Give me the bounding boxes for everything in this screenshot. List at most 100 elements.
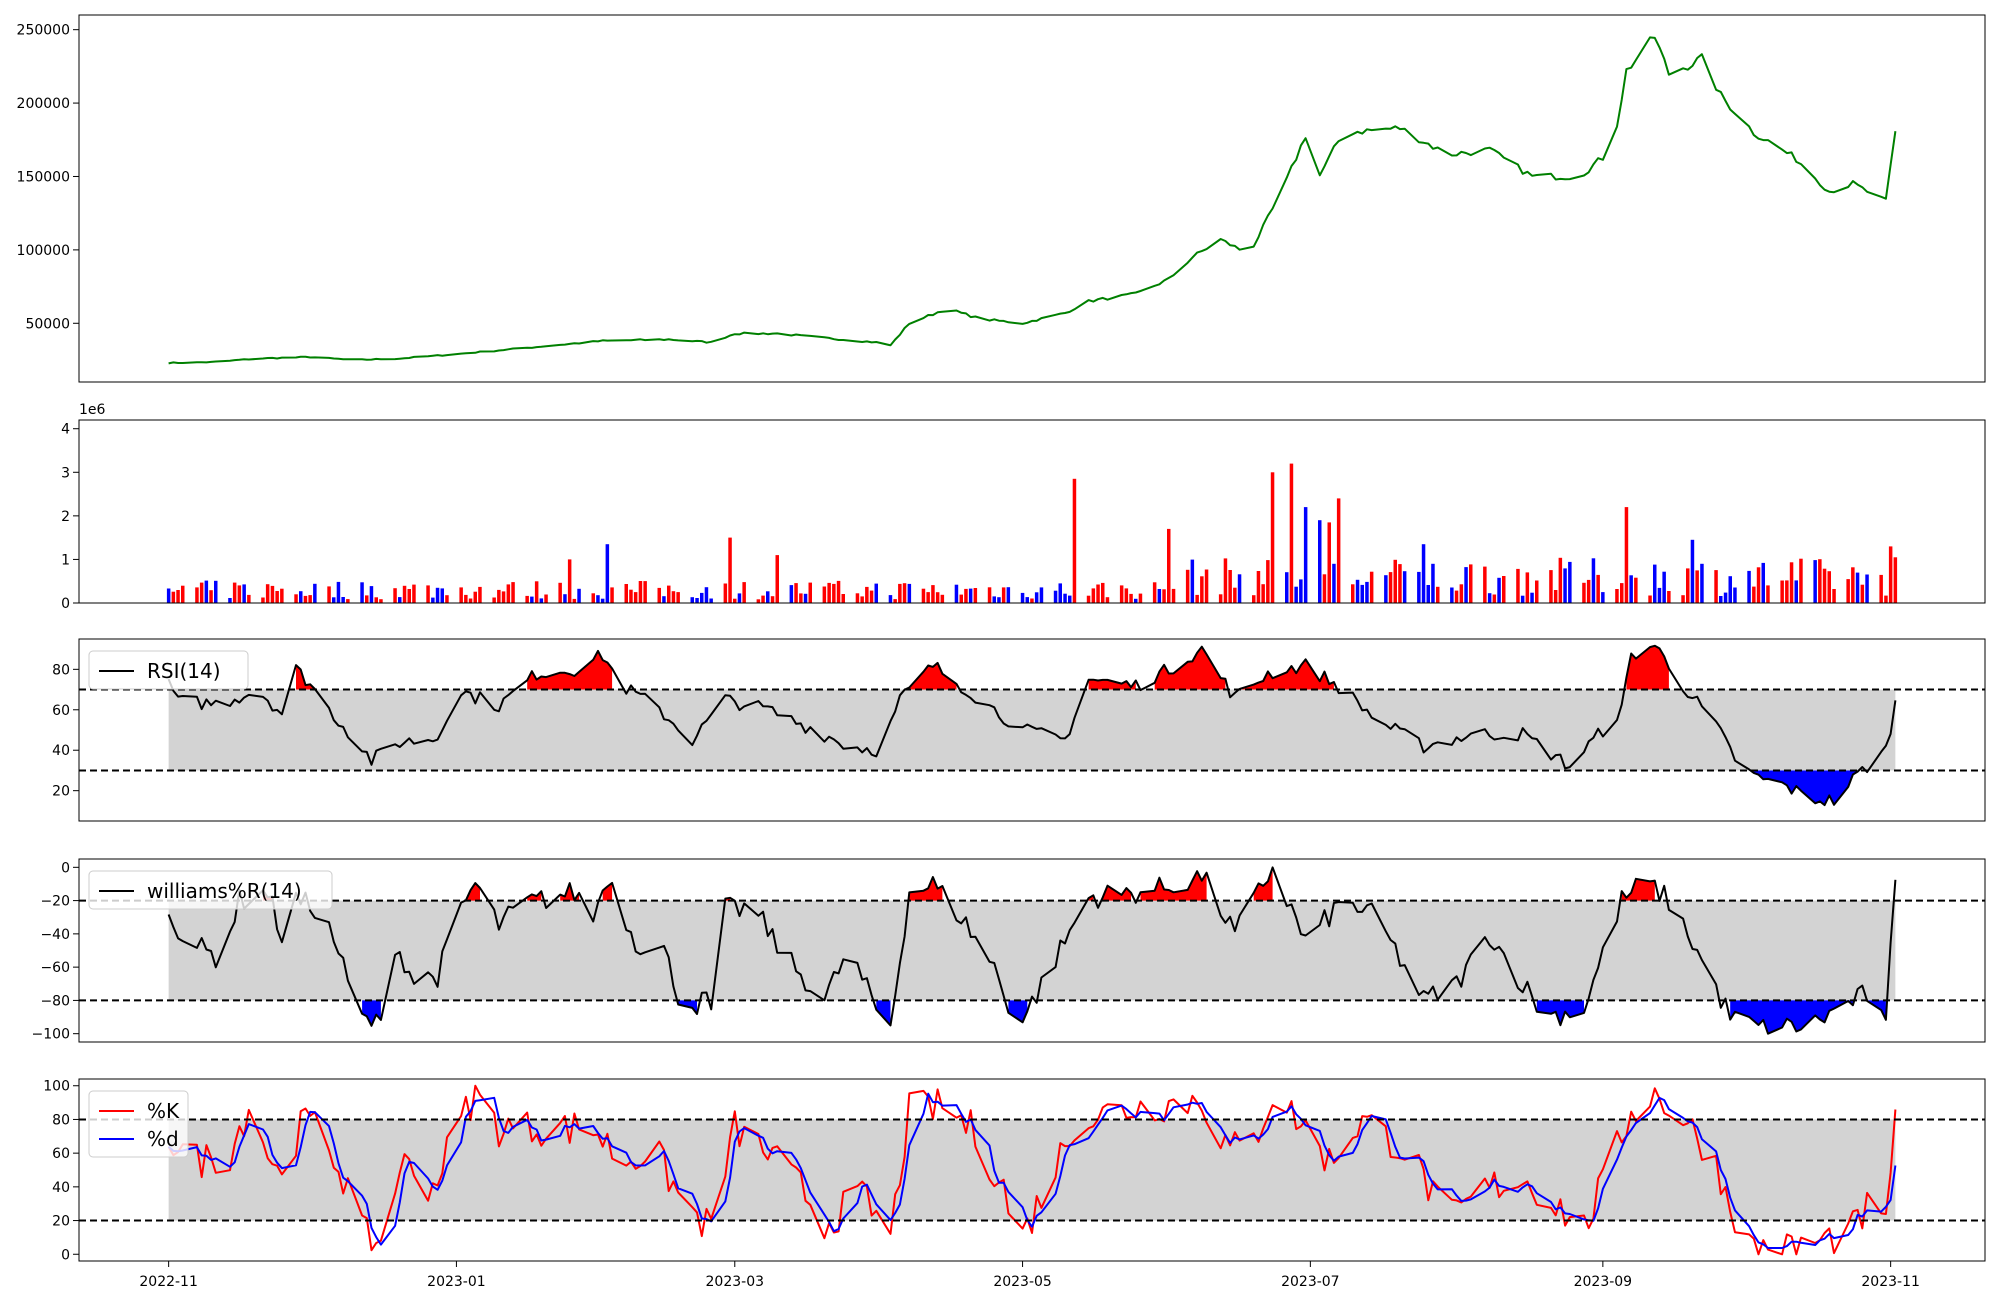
stochastic-ytick-label: 100	[43, 1079, 70, 1095]
stochastic-legend-label: %K	[147, 1099, 180, 1123]
volume-bar	[1879, 574, 1883, 603]
volume-bar	[832, 583, 836, 603]
volume-bar	[662, 596, 666, 603]
volume-bar	[237, 585, 242, 603]
price-axes-frame	[78, 14, 1986, 383]
volume-bar	[1237, 574, 1242, 603]
volume-bar	[959, 594, 963, 603]
volume-bar	[1648, 595, 1652, 603]
volume-bar	[1303, 507, 1308, 603]
volume-bar	[1832, 589, 1836, 603]
volume-bar	[1553, 590, 1558, 603]
volume-bar	[1516, 568, 1520, 603]
volume-bar	[723, 583, 728, 603]
volume-bar	[261, 597, 265, 603]
williams-zone-fill	[876, 1000, 891, 1026]
price-panel: 50000 100000 150000 200000 250000	[17, 14, 1986, 383]
volume-offset-label: 1e6	[79, 402, 106, 418]
volume-bar	[737, 593, 742, 603]
volume-bar	[1063, 593, 1067, 603]
volume-bar	[280, 588, 284, 603]
volume-axes-frame	[78, 419, 1986, 604]
volume-bar	[1884, 595, 1888, 603]
volume-panel: 0 1 2 3 4 1e6	[61, 402, 1986, 612]
williams-ytick-label: 0	[61, 860, 70, 876]
volume-bar	[954, 584, 959, 603]
williams-ytick-label: −40	[40, 927, 70, 943]
volume-bar	[676, 592, 680, 603]
volume-bar	[1402, 571, 1407, 603]
volume-bar	[1039, 587, 1044, 603]
volume-bar	[1124, 588, 1129, 603]
volume-bar	[605, 544, 610, 603]
volume-bar	[822, 586, 827, 603]
volume-bar	[299, 591, 303, 603]
volume-bar	[794, 583, 798, 603]
volume-bar	[365, 595, 369, 603]
volume-bar	[402, 585, 407, 603]
volume-bar	[704, 587, 709, 603]
volume-bar	[728, 537, 732, 603]
rsi-zone-fill	[909, 662, 957, 690]
volume-bar	[1714, 570, 1718, 603]
volume-bar	[865, 586, 869, 603]
volume-bar	[308, 595, 312, 603]
volume-bar	[1492, 594, 1497, 603]
volume-bar	[624, 584, 628, 603]
volume-bar	[1459, 584, 1464, 603]
volume-bar	[1634, 577, 1638, 603]
volume-bar	[789, 585, 794, 603]
volume-bar	[1355, 579, 1360, 603]
volume-bar	[464, 594, 468, 603]
volume-bar	[841, 594, 845, 603]
stochastic-ytick-label: 60	[52, 1146, 70, 1162]
x-tick-label: 2023-11	[1861, 1274, 1920, 1290]
volume-bar	[539, 598, 544, 603]
x-tick-label: 2023-01	[427, 1274, 486, 1290]
volume-bar	[1285, 572, 1289, 603]
volume-bar	[610, 587, 614, 603]
volume-bar	[1818, 559, 1822, 603]
volume-bar	[1483, 566, 1487, 603]
volume-bar	[907, 583, 912, 603]
volume-bar	[1105, 597, 1110, 603]
volume-bar	[1723, 592, 1728, 603]
volume-bar	[497, 589, 501, 603]
stochastic-neutral-band	[168, 1119, 1896, 1221]
price-ytick-label: 200000	[17, 96, 70, 112]
volume-ytick-label: 2	[61, 509, 70, 525]
volume-bar	[1058, 583, 1062, 603]
rsi-ytick-label: 80	[52, 662, 70, 678]
volume-bar	[836, 580, 841, 603]
x-tick-label: 2023-03	[706, 1274, 765, 1290]
volume-bar	[968, 588, 973, 603]
volume-bar	[1384, 575, 1388, 603]
volume-bar	[973, 588, 978, 603]
volume-bar	[1865, 574, 1869, 603]
volume-bar	[671, 591, 676, 603]
williams-legend-label: williams%R(14)	[147, 879, 302, 903]
volume-bar	[1549, 570, 1553, 603]
volume-bar	[563, 594, 567, 603]
volume-bar	[1436, 586, 1440, 603]
volume-bar	[1138, 593, 1143, 603]
volume-bar	[756, 599, 761, 603]
volume-bar	[1586, 579, 1591, 603]
volume-bar	[1454, 590, 1459, 603]
volume-bar	[468, 598, 473, 603]
volume-bar	[1322, 574, 1327, 603]
volume-bar	[1756, 567, 1761, 603]
volume-bar	[690, 597, 694, 603]
williams-line	[167, 866, 1897, 1035]
volume-bar	[1846, 579, 1850, 603]
williams-zone-fill	[560, 883, 580, 901]
rsi-neutral-band	[168, 689, 1896, 771]
volume-bar	[459, 587, 463, 603]
rsi-zone-fill	[1753, 770, 1858, 806]
volume-bar	[709, 598, 713, 603]
volume-bar	[997, 597, 1001, 603]
price-line	[168, 36, 1897, 365]
volume-bar	[1431, 563, 1435, 603]
volume-bar	[992, 596, 996, 603]
volume-bar	[1695, 570, 1699, 603]
